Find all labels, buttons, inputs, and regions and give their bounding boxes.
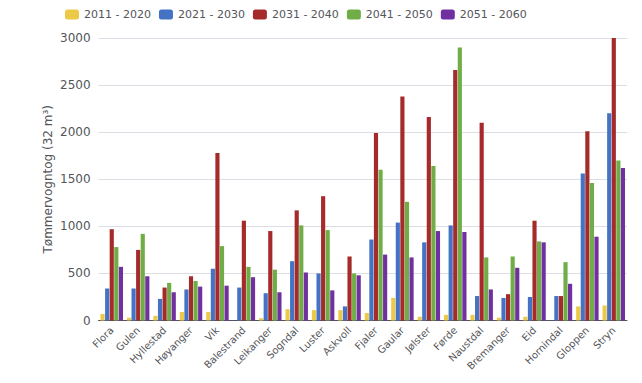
- svg-text:2011 - 2020: 2011 - 2020: [84, 8, 151, 21]
- svg-text:Askvoll: Askvoll: [321, 325, 354, 358]
- svg-text:Naustdal: Naustdal: [446, 324, 486, 364]
- svg-text:3000: 3000: [60, 31, 91, 45]
- svg-text:Balestrand: Balestrand: [201, 324, 248, 371]
- svg-text:2000: 2000: [60, 125, 91, 139]
- svg-text:Sogndal: Sogndal: [264, 325, 300, 361]
- svg-text:2031 - 2040: 2031 - 2040: [272, 8, 339, 21]
- svg-text:2500: 2500: [60, 78, 91, 92]
- svg-text:2051 - 2060: 2051 - 2060: [460, 8, 527, 21]
- svg-text:2021 - 2030: 2021 - 2030: [178, 8, 245, 21]
- svg-text:Høyanger: Høyanger: [153, 324, 196, 367]
- svg-text:Gloppen: Gloppen: [554, 325, 591, 362]
- svg-text:Leikanger: Leikanger: [232, 324, 275, 367]
- svg-text:Flora: Flora: [90, 325, 115, 350]
- svg-text:Stryn: Stryn: [591, 325, 618, 352]
- svg-text:1500: 1500: [60, 172, 91, 186]
- svg-text:500: 500: [68, 266, 91, 280]
- svg-text:Bremanger: Bremanger: [465, 324, 513, 372]
- svg-text:Gaular: Gaular: [375, 324, 407, 356]
- svg-text:2041 - 2050: 2041 - 2050: [366, 8, 433, 21]
- svg-text:1000: 1000: [60, 219, 91, 233]
- svg-text:0: 0: [83, 314, 91, 328]
- svg-text:Vik: Vik: [203, 324, 222, 343]
- svg-text:Luster: Luster: [297, 324, 327, 355]
- svg-text:Gulen: Gulen: [113, 324, 143, 354]
- svg-text:Fjaler: Fjaler: [352, 324, 380, 352]
- svg-text:Hornindal: Hornindal: [523, 325, 565, 367]
- svg-text:Hyllestad: Hyllestad: [127, 324, 169, 366]
- svg-text:Førde: Førde: [431, 324, 460, 353]
- svg-text:Jølster: Jølster: [402, 324, 433, 355]
- svg-text:Tømmervogntog (32 m³): Tømmervogntog (32 m³): [41, 105, 55, 254]
- svg-text:Eid: Eid: [520, 325, 539, 344]
